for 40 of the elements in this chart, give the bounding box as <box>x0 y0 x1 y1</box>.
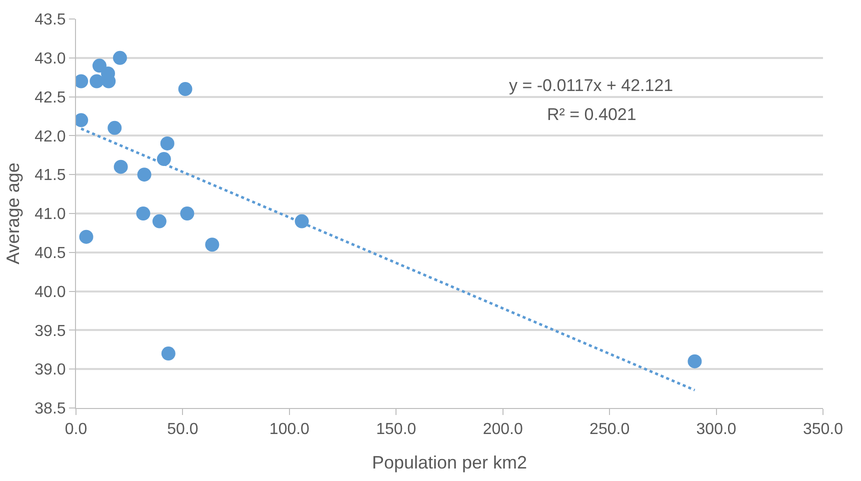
annotation: R² = 0.4021 <box>547 105 636 124</box>
point <box>108 120 122 135</box>
x-tick-label: 50.0 <box>167 421 198 438</box>
point <box>92 58 106 73</box>
x-tick-label: 150.0 <box>376 421 416 438</box>
point <box>136 206 150 220</box>
y-tick-label: 42.0 <box>34 128 66 146</box>
point <box>114 160 128 174</box>
y-tick-label: 40.5 <box>34 245 66 262</box>
y-tick-label: 41.5 <box>34 167 66 184</box>
x-tick-label: 100.0 <box>269 421 310 438</box>
x-tick-label: 0.0 <box>64 421 88 438</box>
point <box>161 346 176 361</box>
x-tick-label: 300.0 <box>696 421 736 438</box>
point <box>178 82 192 96</box>
y-tick-label: 43.5 <box>34 12 66 29</box>
y-tick-label: 41.0 <box>34 206 66 224</box>
y-tick-label: 39.0 <box>34 362 66 379</box>
x-tick-label: 250.0 <box>590 421 630 438</box>
y-tick-label: 42.5 <box>34 89 66 106</box>
point <box>205 238 220 252</box>
point <box>90 74 104 88</box>
x-tick-label: 350.0 <box>802 421 844 438</box>
point <box>152 214 166 228</box>
y-tick-label: 39.5 <box>34 322 66 340</box>
point <box>688 354 702 368</box>
point <box>79 230 94 244</box>
annotation: y = -0.0117x + 42.121 <box>509 76 674 95</box>
point <box>156 152 171 166</box>
point <box>112 50 127 65</box>
y-axis-title: Average age <box>2 162 23 264</box>
point <box>294 214 309 228</box>
point <box>180 206 194 220</box>
y-tick-label: 40.0 <box>34 284 66 301</box>
point <box>137 168 152 182</box>
y-tick-label: 43.0 <box>34 50 66 68</box>
x-axis-title: Population per km2 <box>372 452 528 472</box>
y-tick-label: 38.5 <box>34 400 66 418</box>
x-tick-label: 200.0 <box>482 421 523 438</box>
point <box>160 136 174 150</box>
